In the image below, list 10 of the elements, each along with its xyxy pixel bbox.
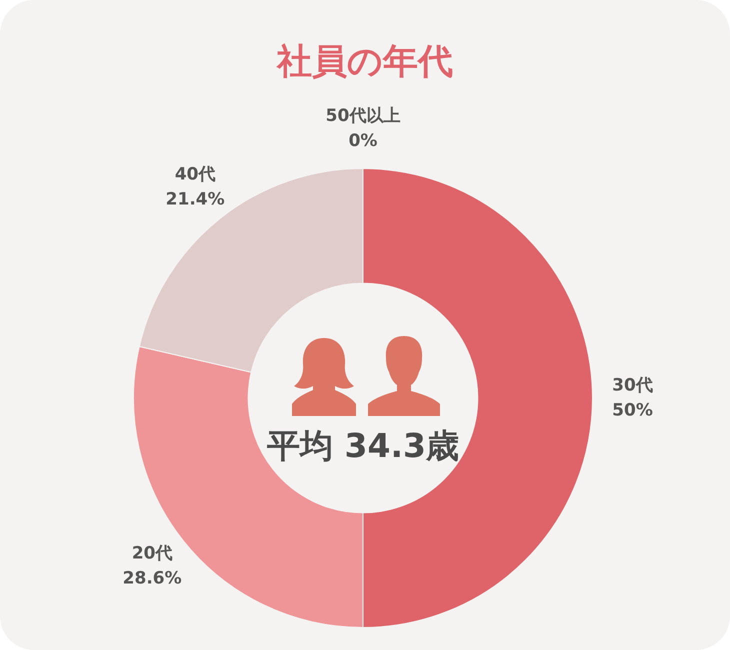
- category-label: 50代以上: [326, 106, 400, 126]
- slice-label: 30代: [612, 375, 653, 396]
- slice-label: 40代: [174, 164, 216, 185]
- text: 平均 34.3歳: [266, 425, 460, 467]
- chart-title: 社員の年代: [275, 41, 454, 84]
- data-label: 28.6%: [122, 568, 182, 588]
- data-label: 50%: [612, 400, 653, 420]
- text: 0%: [348, 130, 378, 151]
- data-label: 21.4%: [166, 190, 225, 210]
- slice-label: 20代: [132, 543, 172, 564]
